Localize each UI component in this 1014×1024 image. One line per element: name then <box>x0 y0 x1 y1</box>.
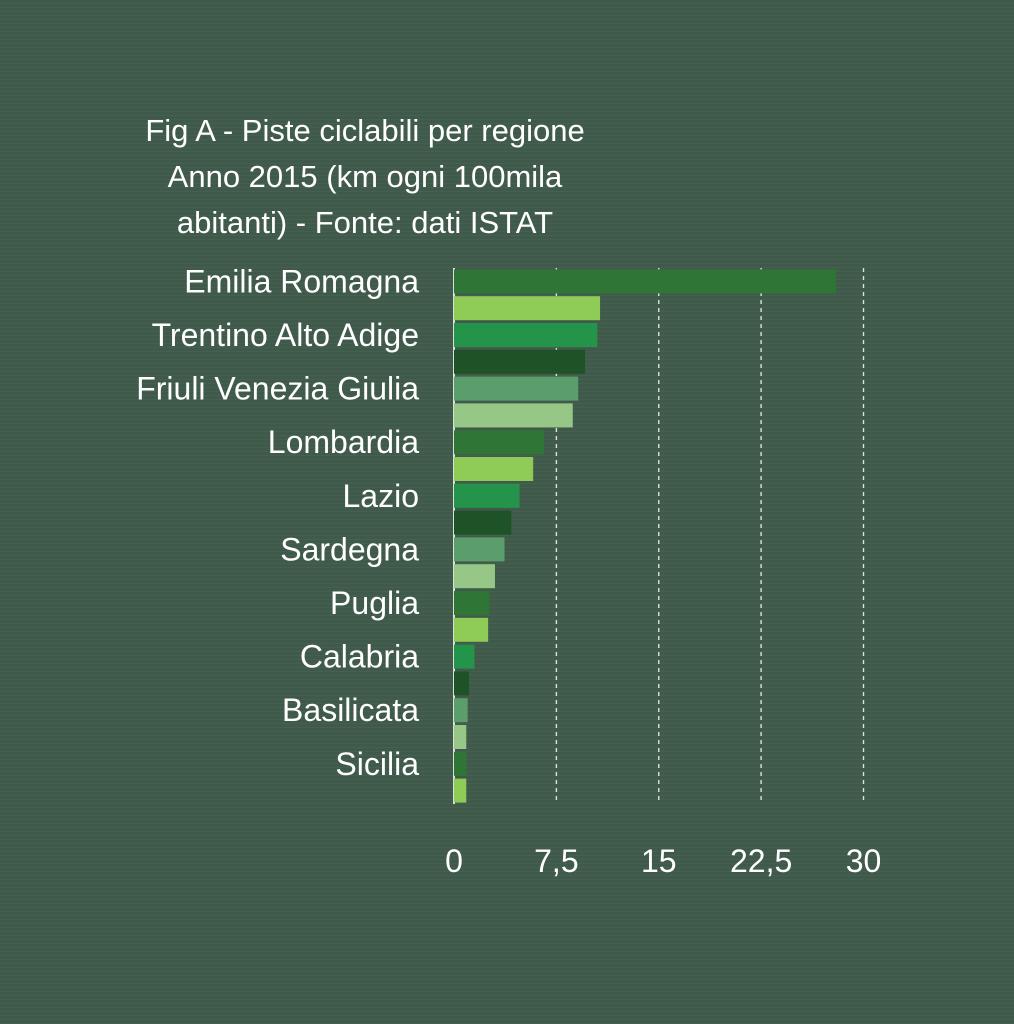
chart-title: Fig A - Piste ciclabili per regione Anno… <box>60 108 670 246</box>
bar <box>454 483 520 508</box>
bars <box>454 269 837 803</box>
x-tick-label: 0 <box>445 843 463 879</box>
category-labels: Emilia Romagna Trentino Alto Adige Friuli … <box>136 263 419 781</box>
x-tick-label: 22,5 <box>730 843 792 879</box>
bar <box>454 323 598 347</box>
x-tick-label: 7,5 <box>534 843 578 879</box>
category-label: Friuli Venezia Giulia <box>136 371 419 407</box>
bar <box>454 698 468 723</box>
gridlines <box>453 268 865 804</box>
bar <box>454 269 837 294</box>
bar <box>454 671 470 696</box>
bar <box>454 617 489 642</box>
category-label: Trentino Alto Adige <box>152 317 419 353</box>
x-tick-label: 30 <box>846 843 882 879</box>
bar <box>454 644 475 669</box>
bar <box>454 537 505 562</box>
bar <box>454 376 579 401</box>
bar <box>454 430 545 455</box>
category-label: Puglia <box>330 585 419 621</box>
bar <box>454 725 467 749</box>
category-label: Lombardia <box>268 424 419 460</box>
category-label: Emilia Romagna <box>184 263 419 299</box>
bar <box>454 403 573 428</box>
category-label: Calabria <box>300 639 419 675</box>
chart-title-line-1: Fig A - Piste ciclabili per regione <box>145 113 585 148</box>
bar <box>454 510 512 535</box>
x-axis-tick-labels: 0 7,5 15 22,5 30 <box>445 843 881 879</box>
chart-title-line-2: Anno 2015 (km ogni 100mila <box>167 159 563 194</box>
bar <box>454 591 490 615</box>
bar <box>454 349 586 374</box>
bar <box>454 457 534 481</box>
chart-title-line-3: abitanti) - Fonte: dati ISTAT <box>176 205 554 240</box>
category-label: Basilicata <box>282 692 419 728</box>
bar <box>454 296 601 321</box>
bar <box>454 564 495 589</box>
x-tick-label: 15 <box>641 843 677 879</box>
bar <box>454 751 467 776</box>
category-label: Sardegna <box>280 531 419 567</box>
bar <box>454 778 467 803</box>
category-label: Sicilia <box>335 746 419 782</box>
category-label: Lazio <box>343 478 420 514</box>
